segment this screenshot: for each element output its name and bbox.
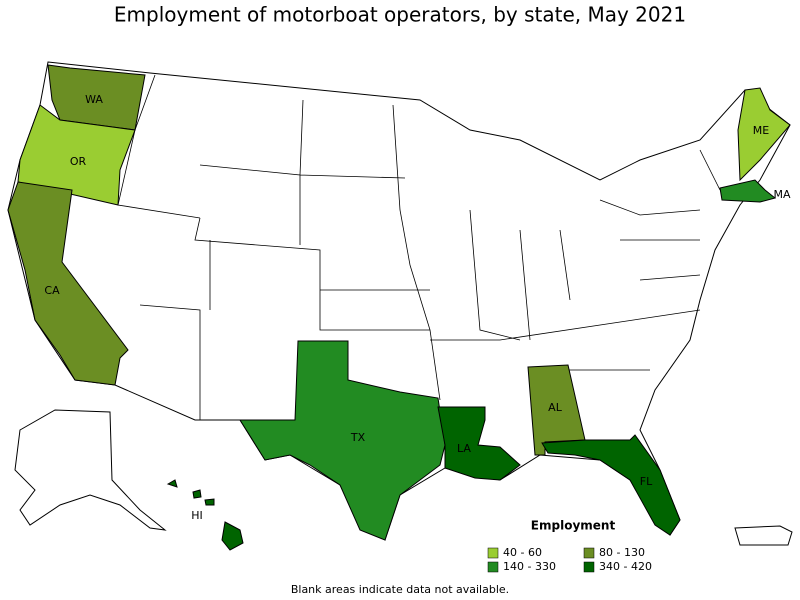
state-label: AL (548, 401, 563, 414)
legend-swatch (583, 561, 595, 573)
state (541, 434, 681, 536)
legend-swatch (487, 547, 499, 559)
state-label: TX (350, 431, 366, 444)
state-label: WA (85, 93, 103, 106)
legend-label: 140 - 330 (503, 560, 556, 573)
state-label: HI (191, 509, 203, 522)
state-label: ME (753, 124, 769, 137)
state-label: MA (773, 188, 790, 201)
state (7, 181, 129, 386)
state (17, 104, 136, 206)
alaska-outline (14, 409, 167, 531)
state-label: CA (44, 284, 60, 297)
state (437, 406, 521, 481)
legend-swatch (487, 561, 499, 573)
state-borders (117, 74, 721, 420)
map-title: Employment of motorboat operators, by st… (114, 3, 686, 27)
state-label: FL (640, 475, 653, 488)
legend-swatch (583, 547, 595, 559)
state (737, 87, 791, 182)
state (719, 179, 777, 203)
state (166, 479, 244, 551)
legend-label: 40 - 60 (503, 546, 542, 559)
legend-label: 80 - 130 (599, 546, 645, 559)
state (527, 364, 586, 456)
puerto-rico-outline (734, 525, 793, 546)
legend-label: 340 - 420 (599, 560, 652, 573)
legend-title: Employment (531, 519, 616, 533)
state-label: OR (70, 155, 87, 168)
state (239, 340, 446, 541)
state-label: LA (457, 442, 471, 455)
footnote: Blank areas indicate data not available. (291, 583, 509, 596)
